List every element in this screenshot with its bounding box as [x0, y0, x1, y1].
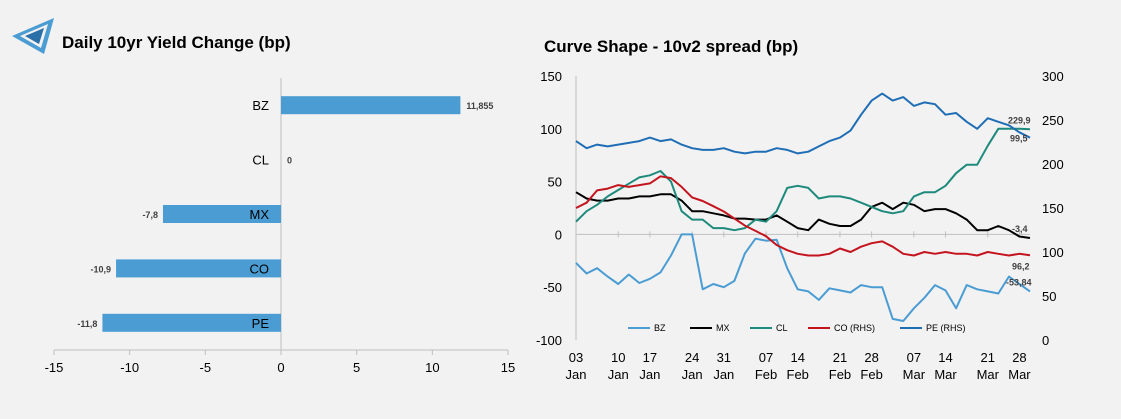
x-tick-label: 17	[643, 350, 657, 365]
x-tick-label: Mar	[903, 367, 926, 382]
bar-pe	[102, 313, 281, 332]
x-tick-label: -5	[200, 360, 212, 375]
x-tick-label: 03	[569, 350, 583, 365]
x-tick-label: Mar	[977, 367, 1000, 382]
x-tick-label: Feb	[860, 367, 882, 382]
legend-label: MX	[716, 323, 730, 333]
left-y-tick-label: -50	[543, 280, 562, 295]
category-label: CL	[252, 153, 269, 168]
x-tick-label: 07	[907, 350, 921, 365]
right-chart-panel: Curve Shape - 10v2 spread (bp) -100 -50 0 5…	[530, 0, 1121, 414]
x-tick-label: 0	[277, 360, 284, 375]
series-end-label: 99,5	[1010, 133, 1028, 143]
bar-co	[116, 259, 282, 278]
x-tick-label: Feb	[787, 367, 809, 382]
legend-label: PE (RHS)	[926, 323, 966, 333]
legend-label: CL	[776, 323, 788, 333]
right-y-tick-label: 100	[1042, 245, 1064, 260]
x-tick-label: Mar	[934, 367, 957, 382]
category-label: BZ	[252, 98, 269, 113]
category-label: CO	[250, 261, 270, 276]
right-y-tick-label: 300	[1042, 69, 1064, 84]
series-end-label: 96,2	[1012, 261, 1030, 271]
x-tick-label: -10	[120, 360, 139, 375]
right-chart-title: Curve Shape - 10v2 spread (bp)	[544, 37, 799, 56]
x-tick-label: Mar	[1008, 367, 1031, 382]
x-tick-label: 14	[938, 350, 952, 365]
data-label: 11,855	[466, 101, 493, 111]
bar-mx	[162, 205, 281, 223]
x-tick-label: 5	[353, 360, 360, 375]
x-tick-label: Jan	[608, 367, 629, 382]
x-tick-label: Feb	[755, 367, 777, 382]
series-end-label: -3,4	[1012, 224, 1028, 234]
x-tick-label: 28	[864, 350, 878, 365]
data-label: -11,8	[77, 319, 97, 329]
series-line-pe-rhs	[575, 92, 1031, 155]
x-tick-label: 14	[790, 350, 804, 365]
data-label: 0	[287, 156, 292, 166]
x-tick-label: 28	[1012, 350, 1026, 365]
right-y-tick-label: 150	[1042, 201, 1064, 216]
x-tick-label: Jan	[639, 367, 660, 382]
x-tick-label: Jan	[682, 367, 703, 382]
x-tick-label: Jan	[566, 367, 587, 382]
x-tick-label: 24	[685, 350, 699, 365]
left-y-tick-label: -100	[536, 333, 562, 348]
bar-bz	[281, 96, 461, 115]
right-y-tick-label: 200	[1042, 157, 1064, 172]
x-tick-label: 15	[501, 360, 515, 375]
series-line-bz	[575, 233, 1031, 322]
series-line-mx	[575, 191, 1031, 239]
left-chart-title: Daily 10yr Yield Change (bp)	[62, 33, 291, 52]
x-tick-label: -15	[45, 360, 64, 375]
left-y-tick-label: 150	[540, 69, 562, 84]
left-chart-panel: Daily 10yr Yield Change (bp) -15 -10 -5 0 5 1…	[0, 0, 530, 414]
x-tick-label: 21	[833, 350, 847, 365]
data-label: -7,8	[142, 210, 158, 220]
x-tick-label: 10	[425, 360, 439, 375]
yield-change-bar-chart: -15 -10 -5 0 5 10 15 BZ 11,855 CL 0 MX -7,8 CO -10,9 PE…	[45, 78, 515, 375]
x-tick-label: 10	[611, 350, 625, 365]
left-y-tick-label: 100	[540, 122, 562, 137]
legend-label: CO (RHS)	[834, 323, 875, 333]
stacked-triangles-logo-icon	[12, 18, 54, 54]
x-tick-label: 31	[717, 350, 731, 365]
series-line-cl	[575, 127, 1031, 232]
curve-shape-line-chart: -100 -50 0 50 100 150 0 50 100 150 200 250 300 03 Jan 1…	[536, 69, 1064, 382]
series-end-label: 229,9	[1008, 116, 1031, 126]
right-y-tick-label: 50	[1042, 289, 1056, 304]
category-label: PE	[252, 316, 270, 331]
legend-label: BZ	[654, 323, 666, 333]
category-label: MX	[250, 207, 270, 222]
right-y-tick-label: 250	[1042, 113, 1064, 128]
x-tick-label: Feb	[829, 367, 851, 382]
x-tick-label: 21	[981, 350, 995, 365]
series-line-co-rhs	[575, 175, 1031, 257]
left-y-tick-label: 0	[555, 227, 562, 242]
left-y-tick-label: 50	[548, 175, 562, 190]
right-y-tick-label: 0	[1042, 333, 1049, 348]
x-tick-label: 07	[759, 350, 773, 365]
series-end-label: -53,84	[1006, 277, 1032, 287]
data-label: -10,9	[91, 264, 112, 274]
x-tick-label: Jan	[713, 367, 734, 382]
